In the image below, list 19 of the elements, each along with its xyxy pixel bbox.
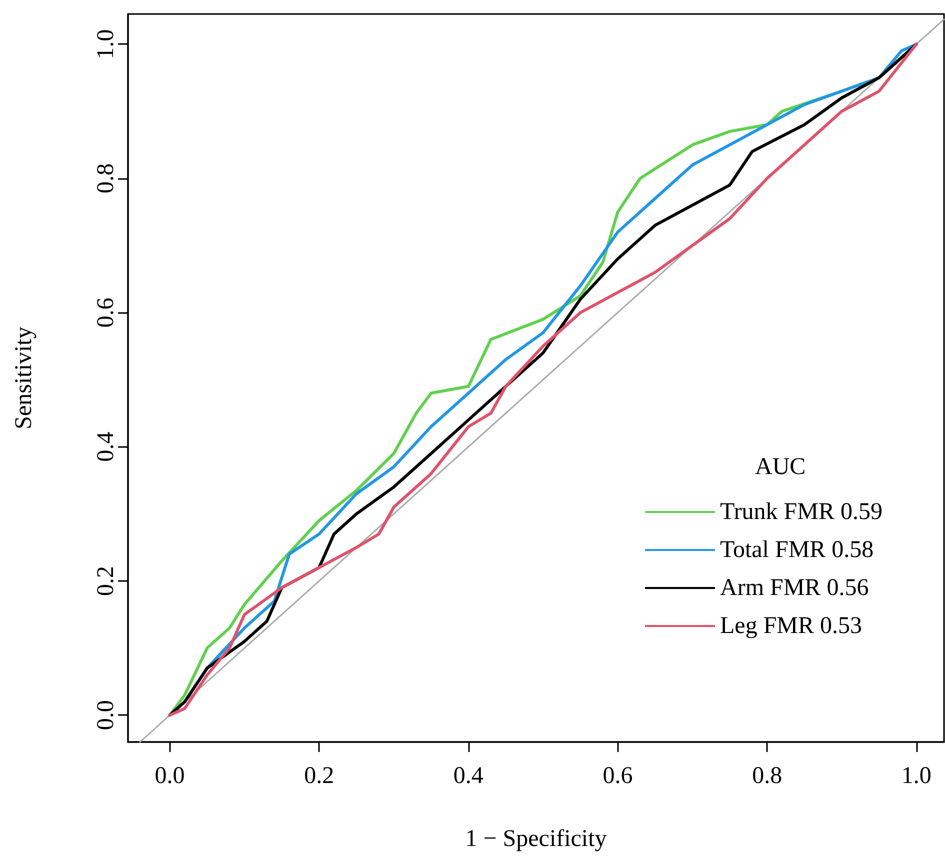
y-tick-label: 0.8 xyxy=(93,163,119,194)
x-tick-label: 0.8 xyxy=(752,763,782,789)
x-tick-label: 1.0 xyxy=(901,763,932,789)
x-tick-label: 0.4 xyxy=(453,763,484,789)
y-tick-label: 0.0 xyxy=(93,700,119,730)
x-tick-label: 0.0 xyxy=(154,763,185,789)
y-tick-label: 0.4 xyxy=(93,432,119,462)
x-tick-label: 0.6 xyxy=(602,763,633,789)
legend-label: Arm FMR 0.56 xyxy=(720,575,869,601)
legend-title: AUC xyxy=(755,454,806,480)
y-axis-title: Sensitivity xyxy=(11,326,37,430)
y-tick-label: 1.0 xyxy=(93,29,119,60)
x-tick-label: 0.2 xyxy=(304,763,334,789)
legend-label: Leg FMR 0.53 xyxy=(720,613,862,639)
legend-label: Trunk FMR 0.59 xyxy=(720,499,883,525)
x-axis-title: 1 − Specificity xyxy=(465,826,607,852)
legend-label: Total FMR 0.58 xyxy=(720,537,874,563)
y-tick-label: 0.6 xyxy=(93,298,119,328)
y-tick-label: 0.2 xyxy=(93,566,119,596)
